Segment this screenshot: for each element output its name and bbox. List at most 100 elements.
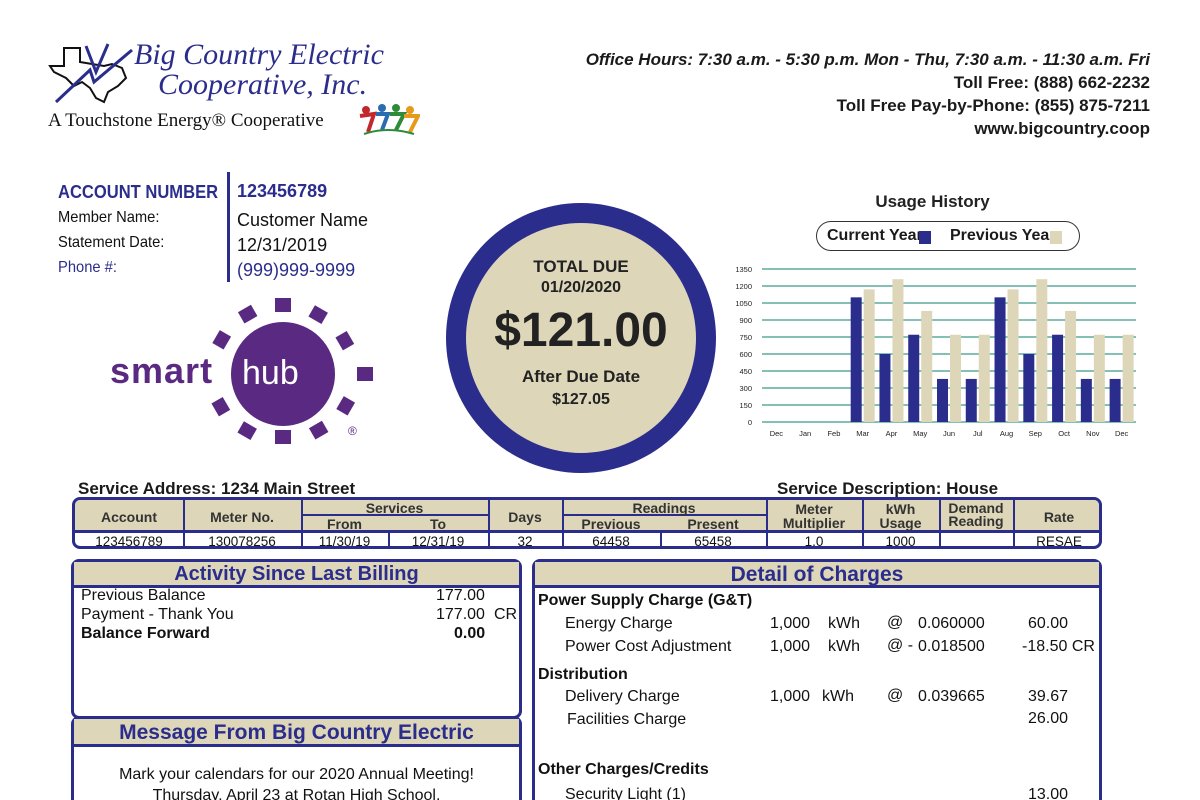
chart-ytick-label: 600 xyxy=(739,350,752,359)
activity-panel: Activity Since Last Billing Previous Bal… xyxy=(71,559,522,719)
chart-bar-current xyxy=(965,378,977,422)
col-divider xyxy=(939,500,941,546)
chart-bar-previous xyxy=(1122,334,1134,422)
chart-bar-current xyxy=(1080,378,1092,422)
delivery-charge-amount: 39.67 xyxy=(1028,688,1069,705)
chart-bar-current xyxy=(937,378,948,422)
chart-xtick-label: Dec xyxy=(1115,429,1129,438)
th-previous: Previous xyxy=(581,516,641,532)
header-rule xyxy=(75,530,1099,533)
security-light-amount: 13.00 xyxy=(1028,786,1069,800)
delivery-charge-label: Delivery Charge xyxy=(565,688,680,705)
cell-rate: RESAE xyxy=(1036,534,1082,549)
chart-xtick-label: Oct xyxy=(1058,429,1071,438)
th-demand-2: Reading xyxy=(948,513,1004,529)
after-due-amount: $127.05 xyxy=(552,391,610,408)
chart-xtick-label: May xyxy=(913,429,927,438)
supply-heading: Power Supply Charge (G&T) xyxy=(538,592,753,609)
chart-xtick-label: Apr xyxy=(886,429,898,438)
after-due-label: After Due Date xyxy=(521,367,641,386)
chart-xtick-label: Jun xyxy=(943,429,955,438)
chart-bar-previous xyxy=(1007,289,1019,422)
th-readings: Readings xyxy=(632,500,696,516)
sub-divider xyxy=(562,514,766,516)
chart-ytick-label: 1200 xyxy=(735,282,752,291)
usage-history-chart: 1350 1200 1050 900 750 600 450 300 150 0 Dec Jan Feb… xyxy=(735,265,1136,438)
th-multiplier-1: Meter xyxy=(795,501,833,517)
chart-xtick-label: Jan xyxy=(799,429,811,438)
texas-map-icon xyxy=(48,43,133,104)
legend-current-swatch xyxy=(919,231,931,244)
smarthub-registered-mark: ® xyxy=(348,424,357,438)
chart-bar-current xyxy=(908,334,920,422)
smarthub-sun-icon xyxy=(211,298,373,444)
chart-bar-current xyxy=(879,354,891,422)
chart-ytick-label: 0 xyxy=(748,418,752,427)
pca-unit: kWh xyxy=(828,638,860,655)
sub-divider xyxy=(301,514,488,516)
account-divider xyxy=(227,172,230,282)
chart-ytick-label: 750 xyxy=(739,333,752,342)
delivery-charge-qty: 1,000 xyxy=(770,688,811,705)
service-table-header xyxy=(75,500,1099,532)
service-table: Account Meter No. Services From To Days … xyxy=(72,497,1102,549)
account-number-label: ACCOUNT NUMBER xyxy=(58,182,219,202)
tagline: A Touchstone Energy® Cooperative xyxy=(48,110,324,131)
chart-ytick-label: 900 xyxy=(739,316,752,325)
activity-amount-payment: 177.00 xyxy=(436,606,485,623)
website-link[interactable]: www.bigcountry.coop xyxy=(974,119,1150,138)
chart-xtick-label: Aug xyxy=(1000,429,1013,438)
cell-kwh: 1000 xyxy=(885,534,916,549)
pay-by-phone-number: Toll Free Pay-by-Phone: (855) 875-7211 xyxy=(836,96,1150,115)
col-divider xyxy=(766,500,768,546)
pca-label: Power Cost Adjustment xyxy=(565,638,732,655)
activity-label-payment: Payment - Thank You xyxy=(81,606,234,623)
energy-charge-qty: 1,000 xyxy=(770,615,811,632)
chart-xtick-label: Mar xyxy=(856,429,869,438)
cell-from: 11/30/19 xyxy=(318,534,371,549)
cell-account: 123456789 xyxy=(95,534,163,549)
total-due-date: 01/20/2020 xyxy=(540,279,622,296)
chart-xtick-label: Feb xyxy=(827,429,840,438)
sub-divider xyxy=(388,530,390,546)
chart-bar-previous xyxy=(863,289,875,422)
col-divider xyxy=(562,500,564,546)
col-divider xyxy=(183,500,185,546)
smarthub-logo[interactable]: smart hub ® xyxy=(108,296,378,446)
col-divider xyxy=(862,500,864,546)
chart-xtick-label: Jul xyxy=(973,429,983,438)
office-hours: Office Hours: 7:30 a.m. - 5:30 p.m. Mon … xyxy=(585,50,1150,69)
activity-suffix-payment: CR xyxy=(494,606,518,623)
cell-multiplier: 1.0 xyxy=(804,534,824,549)
chart-bar-previous xyxy=(1065,310,1077,422)
chart-bar-current xyxy=(1023,354,1035,422)
chart-bar-previous xyxy=(1093,334,1105,422)
th-multiplier-2: Multiplier xyxy=(782,515,846,531)
energy-charge-label: Energy Charge xyxy=(565,615,673,632)
total-due-amount: $121.00 xyxy=(494,304,668,357)
th-to: To xyxy=(429,516,447,532)
chart-bar-current xyxy=(1109,378,1121,422)
th-kwh-1: kWh xyxy=(885,501,916,517)
statement-date: 12/31/2019 xyxy=(237,235,328,255)
member-name: Customer Name xyxy=(237,210,369,230)
chart-ytick-label: 150 xyxy=(739,401,752,410)
th-services: Services xyxy=(365,500,424,516)
activity-title: Activity Since Last Billing xyxy=(74,562,519,588)
col-divider xyxy=(488,500,490,546)
total-due-badge: TOTAL DUE 01/20/2020 $121.00 After Due D… xyxy=(446,203,716,473)
chart-legend: Current Year Previous Year xyxy=(816,221,1080,251)
chart-title: Usage History xyxy=(875,192,990,211)
cell-present: 65458 xyxy=(694,534,732,549)
legend-current-label: Current Year xyxy=(827,227,923,244)
chart-bar-previous xyxy=(1036,279,1048,422)
total-due-label: TOTAL DUE xyxy=(533,257,629,276)
activity-amount-balance-forward: 0.00 xyxy=(454,625,486,642)
cell-meter: 130078256 xyxy=(208,534,276,549)
smarthub-text-hub: hub xyxy=(242,354,299,392)
service-description: Service Description: House xyxy=(777,479,999,498)
charges-title: Detail of Charges xyxy=(535,562,1099,588)
activity-label-previous-balance: Previous Balance xyxy=(81,587,206,604)
message-title: Message From Big Country Electric xyxy=(74,719,519,747)
th-demand-1: Demand xyxy=(948,500,1004,516)
